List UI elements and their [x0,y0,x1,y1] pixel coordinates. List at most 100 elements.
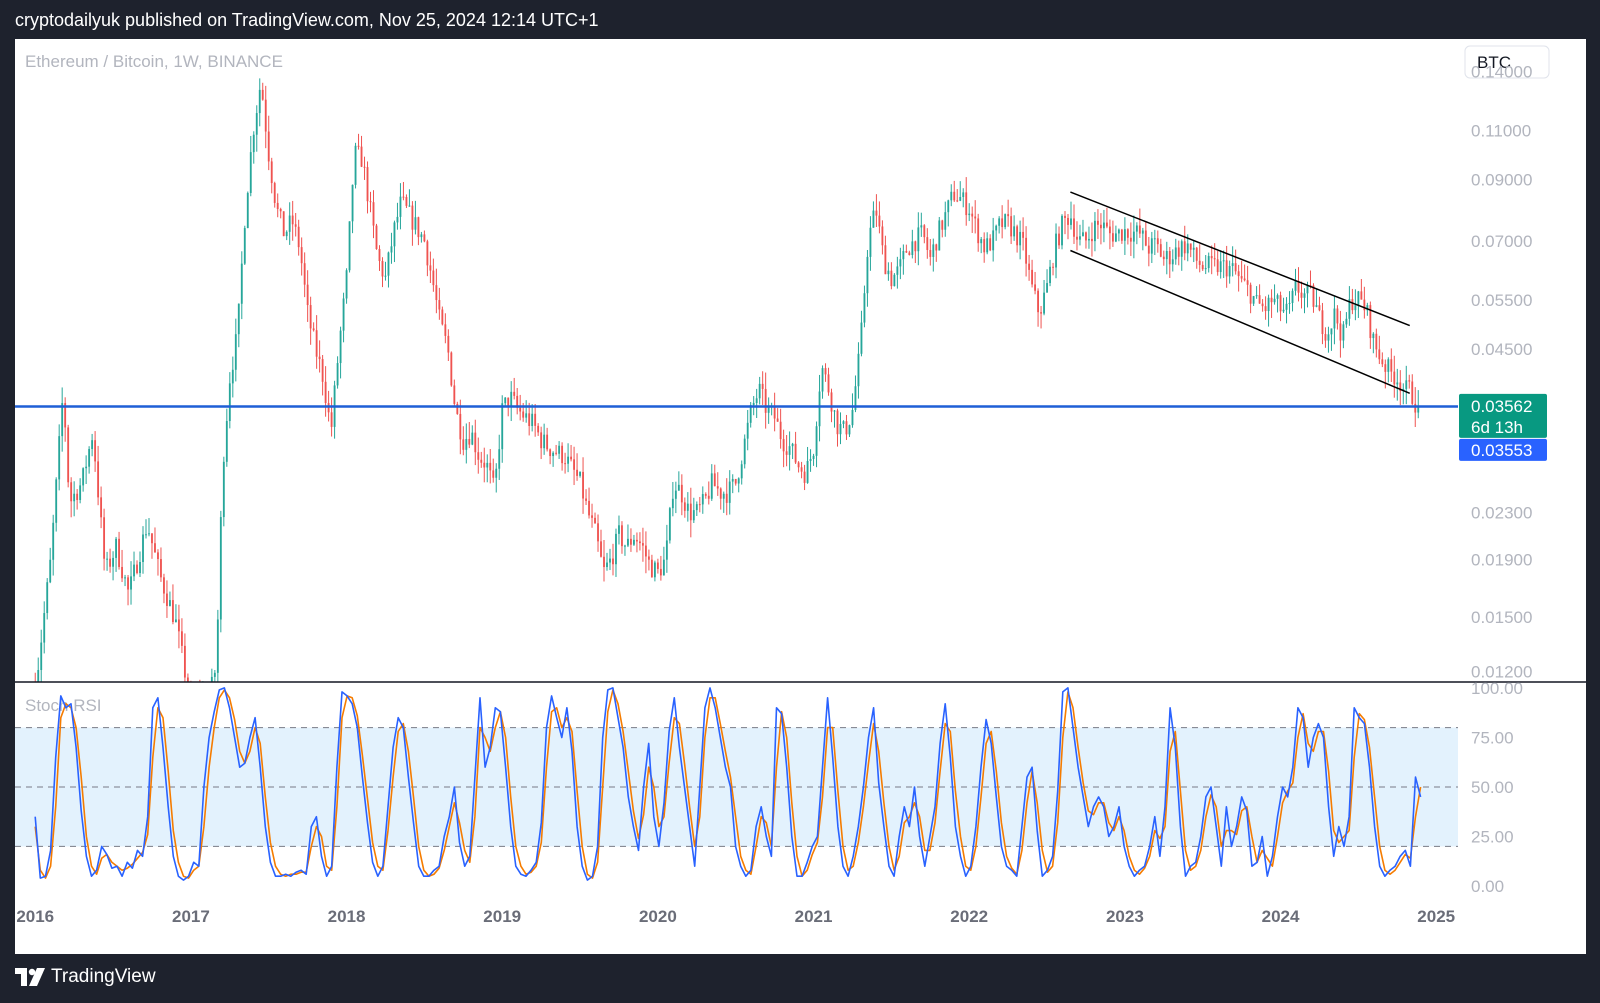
candle-body[interactable] [354,145,357,185]
candle-body[interactable] [1177,247,1180,257]
candle-body[interactable] [471,432,474,445]
candle-body[interactable] [806,460,809,483]
candle-body[interactable] [558,445,561,454]
candle-body[interactable] [85,466,88,469]
candle-body[interactable] [911,241,914,255]
candle-body[interactable] [1201,264,1204,270]
candle-body[interactable] [1120,229,1123,241]
candle-body[interactable] [180,631,183,646]
candle-body[interactable] [809,458,812,461]
candle-body[interactable] [1321,310,1324,335]
candle-body[interactable] [501,403,504,450]
candle-body[interactable] [447,335,450,353]
candle-body[interactable] [621,525,623,547]
candle-body[interactable] [821,368,824,392]
candle-body[interactable] [49,559,52,583]
candle-body[interactable] [905,251,908,253]
candle-body[interactable] [782,439,785,452]
candle-body[interactable] [1043,292,1045,314]
candle-body[interactable] [405,197,408,206]
candle-body[interactable] [1168,250,1171,265]
candle-body[interactable] [1126,229,1129,238]
candle-body[interactable] [636,539,638,542]
candle-body[interactable] [270,161,273,184]
candle-body[interactable] [977,218,980,244]
candle-body[interactable] [396,216,399,223]
candle-body[interactable] [531,413,534,427]
candle-body[interactable] [776,418,779,422]
candle-body[interactable] [983,239,986,253]
candle-body[interactable] [653,562,656,578]
candle-body[interactable] [100,497,103,518]
candle-body[interactable] [860,322,863,354]
candle-body[interactable] [79,485,82,500]
candle-body[interactable] [641,543,644,546]
candle-body[interactable] [444,324,447,336]
candle-body[interactable] [618,525,620,534]
candle-body[interactable] [1267,297,1270,312]
candle-body[interactable] [899,259,902,267]
candle-body[interactable] [432,270,435,286]
candle-body[interactable] [1366,305,1369,311]
candle-body[interactable] [1132,231,1135,242]
candle-body[interactable] [1360,291,1363,300]
candle-body[interactable] [1013,226,1016,237]
candle-body[interactable] [375,225,378,250]
candle-body[interactable] [609,558,611,563]
candle-body[interactable] [205,696,207,704]
candle-body[interactable] [133,564,135,577]
candle-body[interactable] [193,696,195,701]
candle-body[interactable] [1372,333,1375,339]
candle-body[interactable] [1348,299,1351,319]
candle-body[interactable] [1264,306,1267,312]
candle-body[interactable] [64,403,67,428]
candle-body[interactable] [1162,256,1165,260]
candle-body[interactable] [1028,263,1031,270]
candle-body[interactable] [390,246,393,253]
candle-body[interactable] [1243,278,1246,281]
candle-body[interactable] [606,562,608,568]
candle-body[interactable] [190,690,192,695]
candle-body[interactable] [348,221,351,271]
candle-body[interactable] [854,386,857,410]
candle-body[interactable] [1312,285,1315,307]
candle-body[interactable] [971,213,974,217]
candle-body[interactable] [1216,259,1219,273]
candle-body[interactable] [537,425,540,433]
candle-body[interactable] [1399,382,1402,392]
candle-body[interactable] [803,471,806,483]
stoch-rsi-pane[interactable]: Stoch RSI [15,687,1458,881]
candle-body[interactable] [423,234,426,242]
candle-body[interactable] [1234,263,1237,272]
candle-body[interactable] [142,534,144,563]
candle-body[interactable] [166,593,168,606]
candle-body[interactable] [1129,237,1132,242]
candle-body[interactable] [1153,238,1156,240]
candle-body[interactable] [255,113,258,135]
candle-body[interactable] [300,247,303,264]
candle-body[interactable] [824,368,827,375]
candle-body[interactable] [1405,380,1408,389]
candle-body[interactable] [183,645,186,678]
candle-body[interactable] [231,369,234,384]
stoch-rsi-k-line[interactable] [34,687,1422,881]
candle-body[interactable] [315,330,318,357]
candle-body[interactable] [1285,303,1288,310]
candle-body[interactable] [1327,334,1330,341]
candle-body[interactable] [1252,296,1255,304]
candle-body[interactable] [974,216,977,219]
candle-body[interactable] [202,696,204,704]
candle-body[interactable] [393,222,396,247]
candle-body[interactable] [103,517,106,559]
candle-body[interactable] [330,412,333,427]
candle-body[interactable] [43,613,46,643]
candle-body[interactable] [570,456,573,460]
candle-body[interactable] [603,556,605,568]
candle-body[interactable] [282,211,285,237]
candle-body[interactable] [555,452,558,454]
candle-body[interactable] [52,522,55,560]
chart-frame[interactable]: Ethereum / Bitcoin, 1W, BINANCE BTC Stoch… [15,39,1586,954]
candle-body[interactable] [513,391,516,396]
candle-body[interactable] [318,356,321,360]
candle-body[interactable] [186,677,189,691]
